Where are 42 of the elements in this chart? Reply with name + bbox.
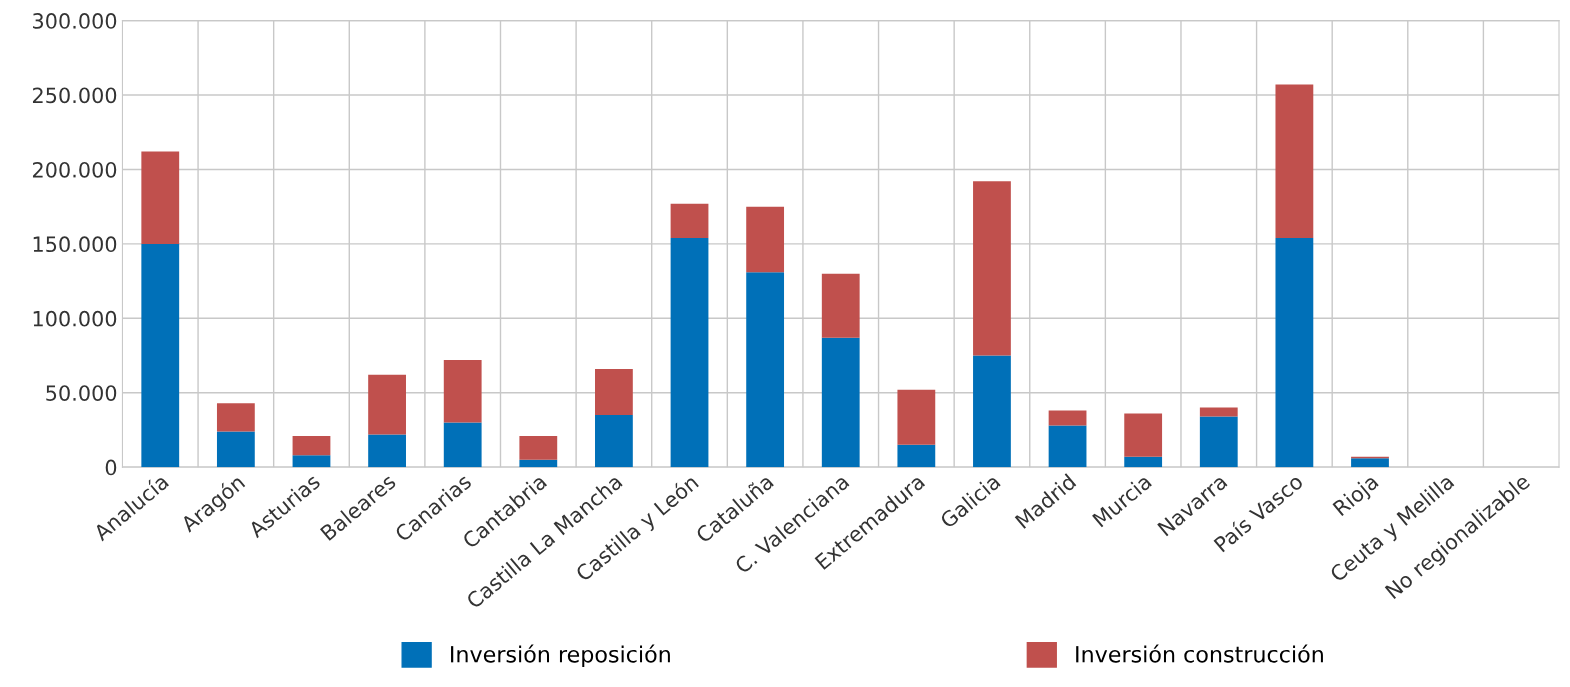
bar — [746, 272, 785, 468]
bar — [595, 368, 633, 416]
bar — [519, 459, 558, 468]
bar — [595, 415, 633, 468]
y-tick-label: 100.000 — [33, 310, 117, 327]
legend-label: Inversión construcción — [1076, 644, 1323, 663]
bar — [973, 355, 1011, 468]
bar — [292, 435, 331, 456]
bar — [1199, 416, 1238, 468]
bar — [821, 337, 860, 468]
bar — [443, 359, 482, 423]
bar — [973, 181, 1011, 356]
bar — [897, 389, 936, 445]
y-tick-label: 150.000 — [33, 236, 117, 253]
bar — [368, 434, 406, 468]
y-tick-label: 250.000 — [32, 87, 117, 104]
bar — [141, 243, 180, 468]
bar — [1124, 413, 1163, 457]
bar — [1275, 84, 1314, 238]
bar — [1199, 407, 1238, 417]
bar — [519, 435, 558, 460]
bar — [216, 403, 255, 432]
bar — [368, 374, 406, 435]
y-tick-label: 200.000 — [32, 161, 117, 178]
y-tick-label: 50.000 — [46, 385, 117, 401]
bar — [443, 422, 482, 468]
bar — [216, 431, 255, 468]
legend-label: Inversión reposición — [451, 644, 670, 667]
bar — [1048, 425, 1087, 468]
bar — [746, 206, 785, 273]
bar — [1275, 237, 1314, 468]
y-tick-label: 0 — [105, 459, 117, 476]
bar — [1048, 410, 1087, 426]
bar — [670, 237, 709, 468]
bar — [1351, 458, 1389, 468]
bar — [1124, 456, 1163, 468]
bar — [670, 203, 709, 238]
bar — [141, 151, 180, 244]
bar — [292, 455, 331, 468]
bar — [821, 273, 860, 338]
bar — [897, 444, 936, 468]
y-tick-label: 300.000 — [33, 13, 117, 29]
